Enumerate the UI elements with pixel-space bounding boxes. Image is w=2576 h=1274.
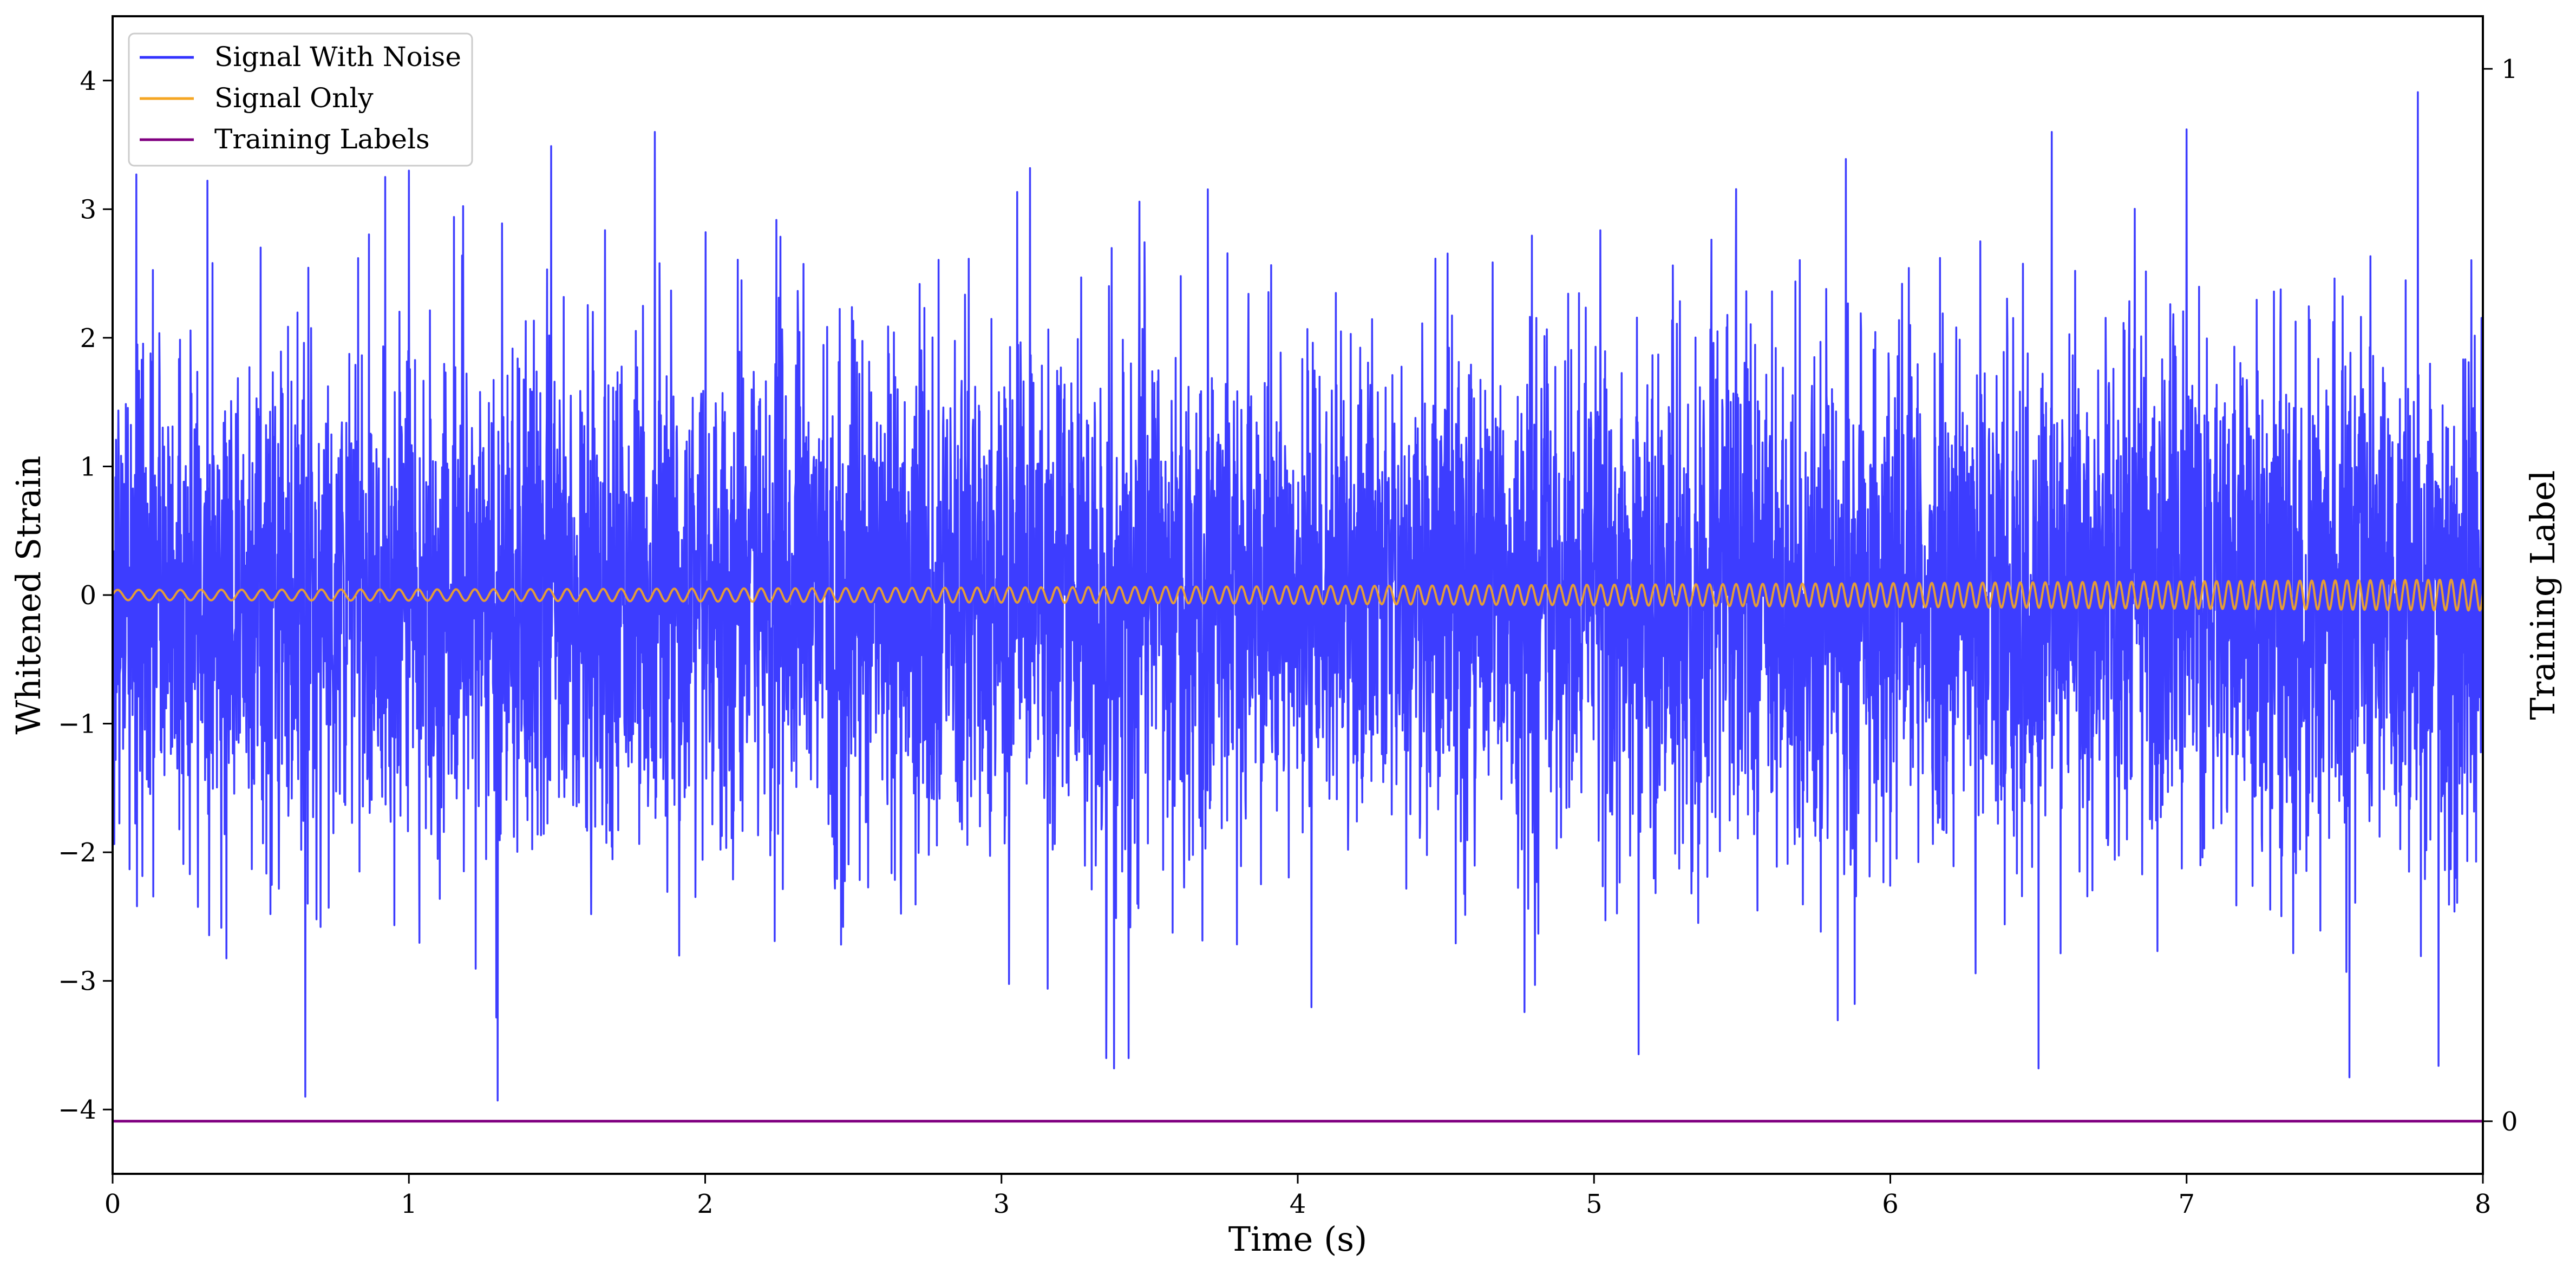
y-axis-right: 01	[2483, 54, 2518, 1137]
legend: Signal With Noise Signal Only Training L…	[128, 32, 473, 167]
x-tick-label: 1	[401, 1189, 417, 1219]
y-tick-label: −3	[58, 966, 96, 997]
legend-label-signal-only: Signal Only	[214, 82, 374, 114]
y-right-tick-label: 1	[2501, 54, 2518, 84]
y-tick-label: 1	[80, 452, 96, 482]
x-tick-label: 7	[2178, 1189, 2195, 1219]
y-tick-label: −4	[58, 1095, 96, 1125]
y-right-tick-label: 0	[2501, 1107, 2518, 1137]
y-axis-label: Whitened Strain	[9, 456, 48, 735]
x-tick-label: 2	[697, 1189, 714, 1219]
series-signal-with-noise	[113, 91, 2483, 1102]
x-tick-label: 8	[2475, 1189, 2492, 1219]
x-axis-label: Time (s)	[1228, 1219, 1368, 1259]
x-tick-label: 3	[993, 1189, 1010, 1219]
y-axis-left: −4 −3 −2 −1 0 1 2 3 4	[58, 66, 113, 1125]
legend-label-training-labels: Training Labels	[214, 123, 430, 155]
x-tick-label: 4	[1290, 1189, 1306, 1219]
x-tick-label: 5	[1586, 1189, 1603, 1219]
x-tick-label: 6	[1882, 1189, 1899, 1219]
y-tick-label: 0	[80, 580, 96, 611]
y-tick-label: 4	[80, 66, 96, 96]
y-tick-label: 2	[80, 323, 96, 354]
x-axis: 0 1 2 3 4 5 6 7 8	[104, 1174, 2492, 1219]
legend-label-signal-with-noise: Signal With Noise	[214, 41, 461, 73]
y-tick-label: 3	[80, 194, 96, 225]
x-tick-label: 0	[104, 1189, 121, 1219]
series-layer	[113, 91, 2483, 1123]
y-axis-right-label: Training Label	[2523, 470, 2562, 720]
legend-box	[128, 32, 473, 167]
y-tick-label: −2	[58, 838, 96, 868]
series-signal-only	[113, 578, 2483, 612]
y-tick-label: −1	[58, 709, 96, 740]
